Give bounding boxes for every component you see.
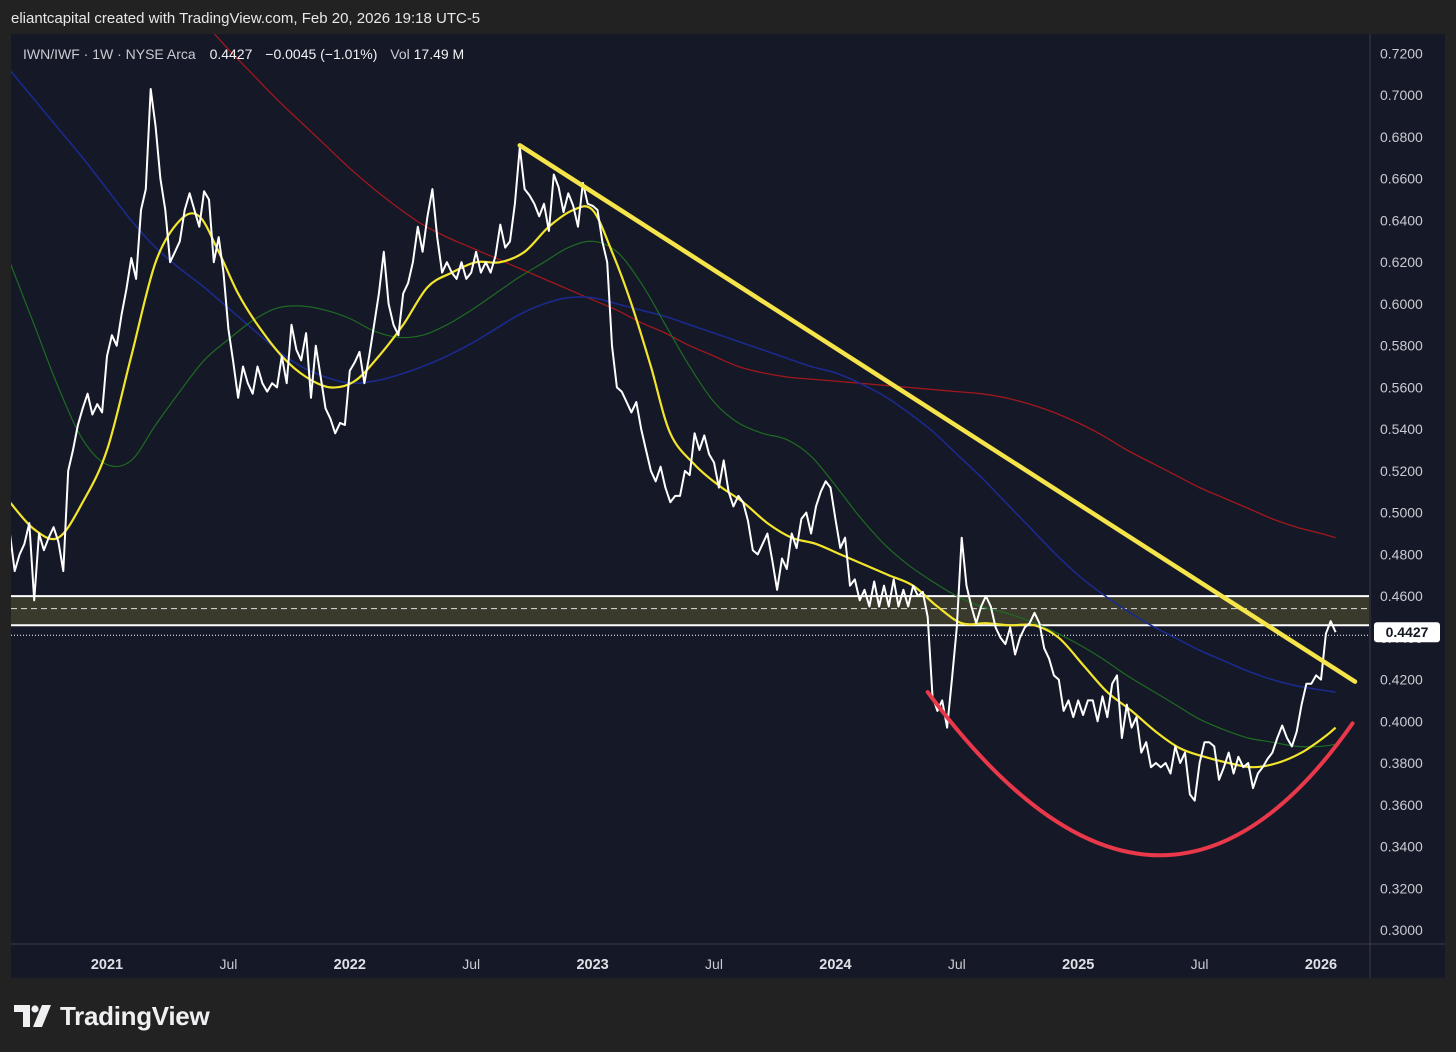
price-tick-label: 0.5000	[1380, 505, 1423, 521]
price-tick-label: 0.3400	[1380, 839, 1423, 855]
price-tick-label: 0.4200	[1380, 672, 1423, 688]
price-tick-label: 0.6000	[1380, 296, 1423, 312]
legend-change: −0.0045 (−1.01%)	[265, 46, 377, 62]
time-tick-label: Jul	[948, 956, 966, 972]
chart-panel[interactable]: 0.7200 0.7000 0.6800 0.6600 0.6400 0.6200 0.60…	[11, 34, 1445, 978]
time-axis: 2021 Jul 2022 Jul 2023 Jul 2024 Jul 2025 Jul 2026	[91, 956, 1337, 973]
last-price-badge-label: 0.4427	[1386, 624, 1429, 640]
price-tick-label: 0.4800	[1380, 546, 1423, 562]
price-tick-label: 0.3200	[1380, 880, 1423, 896]
price-tick-label: 0.6400	[1380, 212, 1423, 228]
price-tick-label: 0.5400	[1380, 421, 1423, 437]
price-tick-label: 0.3800	[1380, 755, 1423, 771]
time-tick-label: 2023	[576, 957, 608, 973]
time-tick-label: Jul	[219, 956, 237, 972]
support-zone	[11, 595, 1369, 636]
time-tick-label: 2026	[1305, 957, 1337, 973]
price-tick-label: 0.3000	[1380, 922, 1423, 938]
chart-attribution: eliantcapital created with TradingView.c…	[11, 10, 481, 27]
sma-slow-line	[11, 70, 1336, 693]
time-tick-label: Jul	[705, 956, 723, 972]
price-tick-label: 0.3600	[1380, 797, 1423, 813]
time-tick-label: 2024	[819, 957, 851, 973]
time-tick-label: Jul	[1191, 956, 1209, 972]
price-tick-label: 0.5800	[1380, 338, 1423, 354]
time-tick-label: 2021	[91, 957, 123, 973]
legend-last: 0.4427	[210, 46, 253, 62]
descending-trendline[interactable]	[517, 143, 1358, 684]
price-tick-label: 0.6800	[1380, 129, 1423, 145]
sma-long-line	[213, 34, 1336, 539]
price-tick-label: 0.6200	[1380, 254, 1423, 270]
tradingview-logo-icon	[14, 1005, 51, 1027]
price-tick-label: 0.4600	[1380, 588, 1423, 604]
tradingview-brand[interactable]: TradingView	[14, 1000, 210, 1032]
last-price-badge: 0.4427	[1374, 622, 1440, 643]
price-line	[11, 88, 1337, 802]
plot-background	[11, 34, 1445, 978]
time-tick-label: 2025	[1062, 957, 1094, 973]
price-series	[11, 88, 1337, 802]
price-tick-label: 0.7000	[1380, 87, 1423, 103]
price-tick-label: 0.5200	[1380, 463, 1423, 479]
chart-legend: IWN/IWF · 1W · NYSE Arca 0.4427 −0.0045 …	[23, 46, 464, 62]
time-tick-label: 2022	[334, 957, 366, 973]
price-chart[interactable]: 0.7200 0.7000 0.6800 0.6600 0.6400 0.6200 0.60…	[11, 34, 1445, 978]
legend-volume-label: Vol	[390, 46, 409, 62]
last-price-badge-box	[1374, 622, 1440, 643]
legend-volume-value: 17.49 M	[414, 46, 465, 62]
price-tick-label: 0.7200	[1380, 46, 1423, 62]
tradingview-wordmark: TradingView	[60, 1000, 210, 1031]
price-tick-label: 0.4000	[1380, 713, 1423, 729]
price-tick-label: 0.6600	[1380, 171, 1423, 187]
time-tick-label: Jul	[462, 956, 480, 972]
legend-symbol: IWN/IWF · 1W · NYSE Arca	[23, 46, 196, 62]
price-tick-label: 0.5600	[1380, 379, 1423, 395]
support-zone-fill	[11, 596, 1369, 626]
chart-drawings	[517, 143, 1358, 858]
sma-mid-line	[11, 240, 1336, 748]
cup-pattern-arc[interactable]	[925, 690, 1355, 858]
